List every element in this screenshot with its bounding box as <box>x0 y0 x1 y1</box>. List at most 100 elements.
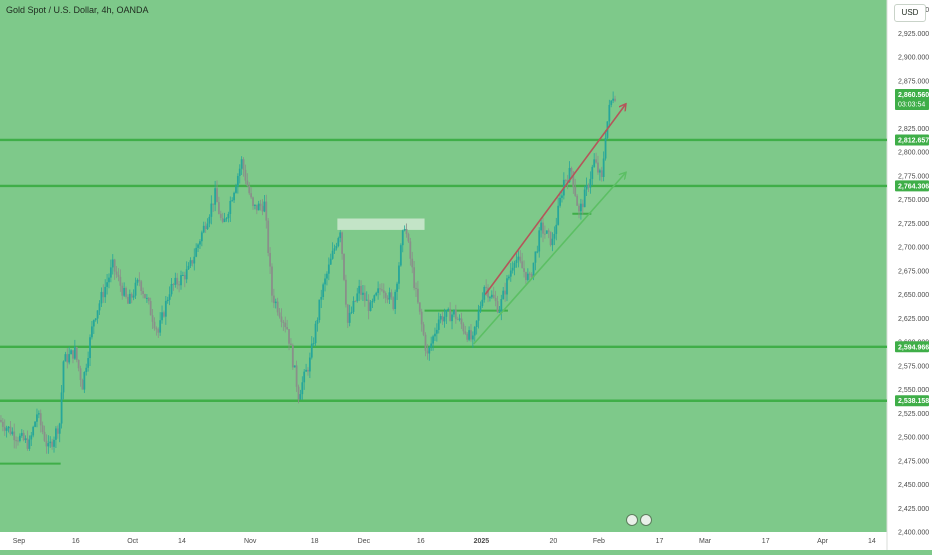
bullish-candle <box>396 281 398 300</box>
candle-body <box>28 439 31 449</box>
bearish-candle <box>418 302 421 315</box>
candle-body <box>502 290 505 300</box>
candle-body <box>422 324 425 335</box>
event-badges[interactable] <box>626 514 652 526</box>
bearish-candle <box>384 291 387 304</box>
candle-body <box>51 441 54 447</box>
bullish-candle <box>308 352 311 379</box>
bullish-candle <box>352 296 355 315</box>
bullish-candle <box>515 252 518 268</box>
candle-body <box>206 223 209 230</box>
candle-body <box>362 292 364 295</box>
bullish-candle <box>329 253 332 265</box>
candle-body <box>314 323 317 344</box>
bullish-candle <box>481 292 484 308</box>
economic-event-icon[interactable] <box>626 514 638 526</box>
bearish-candle <box>255 204 258 215</box>
bearish-candle <box>290 338 292 346</box>
candle-body <box>379 288 381 290</box>
bullish-candle <box>185 261 188 284</box>
bullish-candle <box>197 243 199 252</box>
candle-body <box>614 98 616 101</box>
candle-body <box>202 225 205 233</box>
current-price-tag[interactable] <box>895 88 929 110</box>
bearish-candle <box>172 282 175 291</box>
candle-body <box>386 297 389 300</box>
bullish-candle <box>199 239 201 249</box>
candle-body <box>68 354 71 363</box>
level-price-tag[interactable] <box>895 180 929 192</box>
candle-body <box>109 267 112 278</box>
time-axis-panel[interactable] <box>0 532 887 550</box>
candle-body <box>570 167 573 172</box>
bearish-candle <box>278 307 281 319</box>
bearish-candle <box>415 282 417 298</box>
candle-body <box>45 440 48 447</box>
candle-body <box>235 186 237 193</box>
bullish-candle <box>475 320 478 335</box>
time-tick-label: Sep <box>13 538 26 545</box>
currency-button[interactable]: USD <box>894 4 926 22</box>
bullish-candle <box>333 244 336 255</box>
symbol-title[interactable]: Gold Spot / U.S. Dollar, 4h, OANDA <box>6 5 149 15</box>
candle-body <box>75 347 78 360</box>
candle-body <box>595 159 597 163</box>
channel-upper-trendline[interactable] <box>484 105 625 295</box>
candle-body <box>506 278 508 295</box>
bullish-candle <box>229 196 232 223</box>
bullish-candle <box>358 279 361 301</box>
candle-body <box>254 204 256 206</box>
bullish-candle <box>471 331 474 348</box>
level-price-tag[interactable] <box>895 395 929 407</box>
candle-body <box>344 279 347 305</box>
candle-body <box>94 318 97 321</box>
candle-body <box>576 195 579 206</box>
candle-body <box>439 316 442 320</box>
highlight-zone-layer <box>337 218 425 230</box>
bearish-candle <box>504 282 506 302</box>
bullish-candle <box>506 275 508 302</box>
candle-body <box>121 285 124 296</box>
candle-body <box>318 299 321 320</box>
candle-body <box>7 426 10 429</box>
bearish-candle <box>142 287 144 299</box>
bearish-candle <box>288 329 290 351</box>
candle-body <box>136 279 139 283</box>
candle-body <box>384 293 387 298</box>
bullish-candle <box>257 200 260 211</box>
bullish-candle <box>430 336 433 351</box>
candle-body <box>187 265 190 270</box>
bullish-candle <box>610 100 613 108</box>
resistance-zone <box>337 218 425 230</box>
candle-body <box>540 222 543 231</box>
bearish-candle <box>219 210 222 221</box>
bearish-candle <box>441 311 444 325</box>
economic-event-icon[interactable] <box>640 514 652 526</box>
bearish-candle <box>79 365 82 387</box>
candle-body <box>229 200 232 214</box>
candle-body <box>221 217 224 223</box>
price-tick-label: 2,750.000 <box>898 197 929 204</box>
bearish-candle <box>75 346 78 363</box>
level-price-tag[interactable] <box>895 134 929 146</box>
bearish-candle <box>221 212 224 224</box>
bullish-candle <box>451 311 453 330</box>
price-tick-label: 2,875.000 <box>898 78 929 85</box>
candle-body <box>106 282 108 287</box>
bearish-candle <box>22 430 25 442</box>
candle-body <box>401 230 404 246</box>
bearish-candle <box>578 203 580 219</box>
level-price-tag[interactable] <box>895 341 929 353</box>
bearish-candle <box>250 187 253 200</box>
candle-body <box>553 233 556 239</box>
candle-body <box>22 432 25 441</box>
candle-body <box>341 232 344 254</box>
bullish-candle <box>274 298 277 309</box>
candle-body <box>19 435 21 441</box>
candle-body <box>536 251 539 253</box>
bullish-candle <box>60 384 63 429</box>
channel-lower-trendline[interactable] <box>473 173 626 345</box>
candle-body <box>36 414 38 422</box>
